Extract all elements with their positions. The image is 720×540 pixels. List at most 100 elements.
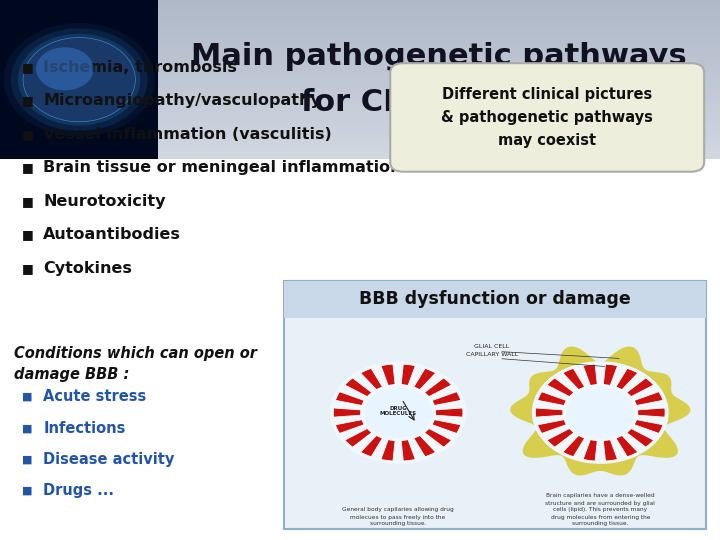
Text: Ischemia, thrombosis: Ischemia, thrombosis: [43, 60, 237, 75]
Bar: [158, 125, 720, 127]
Bar: [158, 104, 720, 106]
Text: MOLECULES: MOLECULES: [379, 411, 417, 416]
Text: Main pathogenetic pathways: Main pathogenetic pathways: [192, 43, 687, 71]
Text: General body capilaries allowing drug
molecues to pass freely into the
surroundi: General body capilaries allowing drug mo…: [342, 508, 454, 526]
Bar: [158, 130, 720, 133]
Bar: [158, 35, 720, 37]
Bar: [158, 48, 720, 50]
Text: ■: ■: [22, 161, 33, 174]
Polygon shape: [616, 368, 638, 390]
Text: CAPILLARY WALL: CAPILLARY WALL: [466, 353, 518, 357]
Bar: [158, 5, 720, 8]
Bar: [158, 87, 720, 90]
Bar: [158, 122, 720, 125]
Bar: [158, 45, 720, 48]
Circle shape: [532, 361, 669, 464]
Text: Acute stress: Acute stress: [43, 389, 146, 404]
Bar: [158, 16, 720, 18]
Text: Neurotoxicity: Neurotoxicity: [43, 194, 166, 209]
Bar: [158, 136, 720, 138]
Polygon shape: [381, 440, 395, 461]
Bar: [158, 117, 720, 119]
Text: DRUG: DRUG: [390, 406, 407, 411]
Polygon shape: [401, 364, 415, 386]
Bar: [158, 127, 720, 130]
Text: GLIAL CELL: GLIAL CELL: [474, 344, 510, 349]
Bar: [158, 56, 720, 58]
Polygon shape: [634, 392, 663, 406]
Bar: [158, 18, 720, 21]
Bar: [158, 106, 720, 109]
Bar: [158, 146, 720, 148]
Polygon shape: [333, 408, 361, 417]
Text: ■: ■: [22, 228, 33, 241]
Circle shape: [364, 387, 432, 438]
Bar: [158, 151, 720, 154]
Bar: [0, 0, 158, 159]
Polygon shape: [361, 435, 382, 457]
Polygon shape: [381, 364, 395, 386]
Bar: [158, 8, 720, 11]
Circle shape: [11, 28, 148, 131]
Bar: [158, 82, 720, 85]
Text: Drugs ...: Drugs ...: [43, 483, 114, 498]
Polygon shape: [401, 440, 415, 461]
Polygon shape: [634, 420, 663, 434]
Text: Vessel inflammation (vasculitis): Vessel inflammation (vasculitis): [43, 127, 332, 142]
Polygon shape: [563, 368, 585, 390]
Bar: [158, 53, 720, 56]
Circle shape: [4, 23, 155, 136]
Text: ■: ■: [22, 392, 32, 402]
Bar: [158, 79, 720, 82]
Polygon shape: [336, 420, 364, 434]
FancyBboxPatch shape: [284, 281, 706, 529]
Polygon shape: [638, 408, 665, 417]
Bar: [158, 141, 720, 143]
Polygon shape: [626, 429, 654, 447]
Polygon shape: [432, 420, 461, 434]
Text: Infections: Infections: [43, 421, 125, 436]
Polygon shape: [603, 440, 618, 461]
Bar: [158, 98, 720, 101]
Bar: [158, 64, 720, 66]
Bar: [158, 43, 720, 45]
Polygon shape: [583, 440, 598, 461]
Bar: [158, 85, 720, 87]
Text: Conditions which can open or
damage BBB :: Conditions which can open or damage BBB …: [14, 346, 258, 382]
Polygon shape: [345, 378, 372, 396]
Bar: [158, 32, 720, 35]
Circle shape: [567, 387, 634, 438]
Bar: [158, 90, 720, 93]
Text: ■: ■: [22, 61, 33, 74]
Polygon shape: [538, 392, 567, 406]
Circle shape: [36, 47, 94, 90]
Bar: [158, 26, 720, 29]
Bar: [158, 0, 720, 3]
Text: for CNS damage: for CNS damage: [301, 88, 577, 117]
Circle shape: [330, 361, 467, 464]
Polygon shape: [436, 408, 463, 417]
Bar: [158, 154, 720, 157]
Text: ■: ■: [22, 262, 33, 275]
Circle shape: [18, 33, 140, 125]
Polygon shape: [536, 408, 563, 417]
Bar: [158, 133, 720, 136]
Polygon shape: [424, 429, 451, 447]
Circle shape: [23, 37, 135, 122]
Text: Brain capilaries have a dense-welled
structure and are surrounded by glial
cells: Brain capilaries have a dense-welled str…: [545, 494, 655, 526]
Polygon shape: [603, 364, 618, 386]
Polygon shape: [547, 378, 574, 396]
Polygon shape: [414, 368, 436, 390]
Bar: [158, 61, 720, 64]
Bar: [158, 111, 720, 114]
Text: Cytokines: Cytokines: [43, 261, 132, 276]
Text: ■: ■: [22, 195, 33, 208]
Bar: [158, 75, 720, 77]
Bar: [158, 21, 720, 24]
Polygon shape: [510, 347, 690, 476]
Bar: [158, 109, 720, 111]
Polygon shape: [345, 429, 372, 447]
Bar: [158, 3, 720, 5]
Polygon shape: [361, 368, 382, 390]
Polygon shape: [563, 435, 585, 457]
